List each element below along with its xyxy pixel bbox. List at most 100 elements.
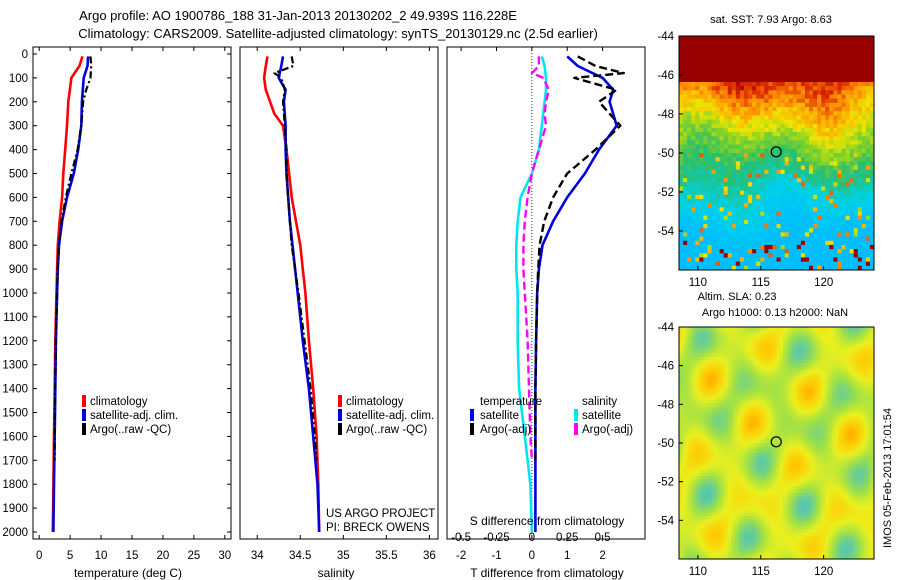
sst-cell [800, 173, 806, 179]
sst-cell [764, 94, 769, 100]
sst-cell [760, 107, 765, 112]
sst-cell [744, 107, 749, 112]
sla-cell [724, 363, 729, 368]
sla-cell [744, 353, 748, 358]
xtick-label: 5 [67, 550, 73, 562]
sla-cell [838, 350, 842, 354]
sst-cell [837, 169, 842, 175]
sla-cell [734, 366, 738, 371]
sst-cell [861, 136, 867, 141]
sla-cell [701, 436, 706, 441]
sla-cell [744, 346, 748, 351]
sla-cell [760, 333, 764, 338]
sst-cell [829, 132, 834, 137]
sst-cell [760, 86, 765, 91]
sst-cell [845, 165, 851, 171]
sst-cell [853, 77, 859, 83]
sst-cell [796, 36, 802, 41]
sla-cell [682, 327, 686, 331]
sst-cell [707, 194, 712, 200]
sla-cell [744, 363, 748, 368]
sst-cell [707, 203, 712, 208]
sla-cell [812, 406, 816, 411]
sla-cell [783, 389, 787, 394]
sst-cell [817, 111, 822, 116]
sst-cell [752, 232, 757, 237]
sla-cell [695, 426, 699, 431]
sst-cell [768, 56, 773, 62]
sla-cell [682, 393, 686, 397]
sst-cell [695, 190, 700, 196]
sst-cell [723, 127, 729, 133]
sst-cell [699, 132, 704, 137]
sst-cell [703, 253, 708, 258]
sla-cell [737, 429, 742, 434]
sst-cell [804, 153, 810, 158]
sla-cell [701, 350, 706, 354]
sla-cell [708, 380, 712, 384]
sst-cell [796, 86, 802, 91]
sst-cell [764, 52, 769, 58]
sst-cell [861, 190, 867, 196]
sst-cell [776, 132, 781, 137]
sla-cell [701, 416, 706, 421]
sst-cell [821, 94, 826, 100]
sst-cell [744, 257, 749, 263]
sla-cell [828, 373, 833, 378]
sst-cell [792, 240, 798, 246]
sla-cell [776, 336, 781, 341]
sla-cell [812, 340, 816, 344]
sla-cell [718, 423, 722, 427]
sla-cell [867, 346, 872, 351]
sla-cell [835, 403, 839, 407]
sla-cell [744, 436, 748, 441]
sla-cell [757, 350, 761, 354]
sst-cell [849, 265, 855, 270]
sla-cell [779, 327, 784, 331]
map-ytick-label: -48 [657, 109, 674, 121]
sst-cell [739, 173, 745, 179]
sst-cell [703, 165, 708, 171]
difference-xticks-salinity: -0.5 -0.25 0 0.25 0.5 [451, 532, 610, 544]
sla-cell [770, 373, 774, 378]
sst-cell [687, 198, 692, 204]
sst-cell [845, 253, 851, 258]
sst-cell [744, 94, 749, 100]
sla-cell [747, 360, 751, 364]
sst-cell [800, 261, 806, 267]
sst-cell [727, 169, 733, 175]
sla-cell [802, 353, 807, 358]
sla-cell [838, 403, 842, 407]
sla-cell [750, 403, 755, 407]
sla-cell [812, 409, 816, 414]
sla-cell [870, 327, 874, 331]
sst-cell [869, 265, 874, 270]
sla-cell [770, 426, 774, 431]
sst-cell [788, 98, 794, 104]
sla-cell [692, 433, 696, 437]
sst-cell [731, 257, 737, 263]
sst-cell [809, 157, 814, 162]
sla-cell [841, 409, 846, 414]
sla-cell [721, 366, 725, 371]
sst-cell [857, 52, 863, 58]
sla-cell [682, 360, 686, 364]
sst-cell [703, 73, 708, 79]
sla-cell [773, 423, 777, 427]
sla-cell [714, 409, 719, 414]
sst-cell [792, 186, 798, 192]
sst-cell [853, 136, 859, 141]
sla-cell [844, 370, 849, 374]
legend-swatch-argo-t [470, 423, 474, 435]
sst-cell [813, 115, 818, 120]
sla-cell [838, 380, 842, 384]
sla-cell [740, 406, 745, 411]
sla-cell [809, 376, 813, 381]
sla-cell [792, 340, 797, 344]
sst-cell [699, 81, 704, 87]
sla-cell [822, 370, 826, 374]
sst-cell [809, 232, 814, 237]
sst-cell [691, 190, 696, 196]
sla-cell [805, 389, 810, 394]
sst-cell [703, 249, 708, 254]
